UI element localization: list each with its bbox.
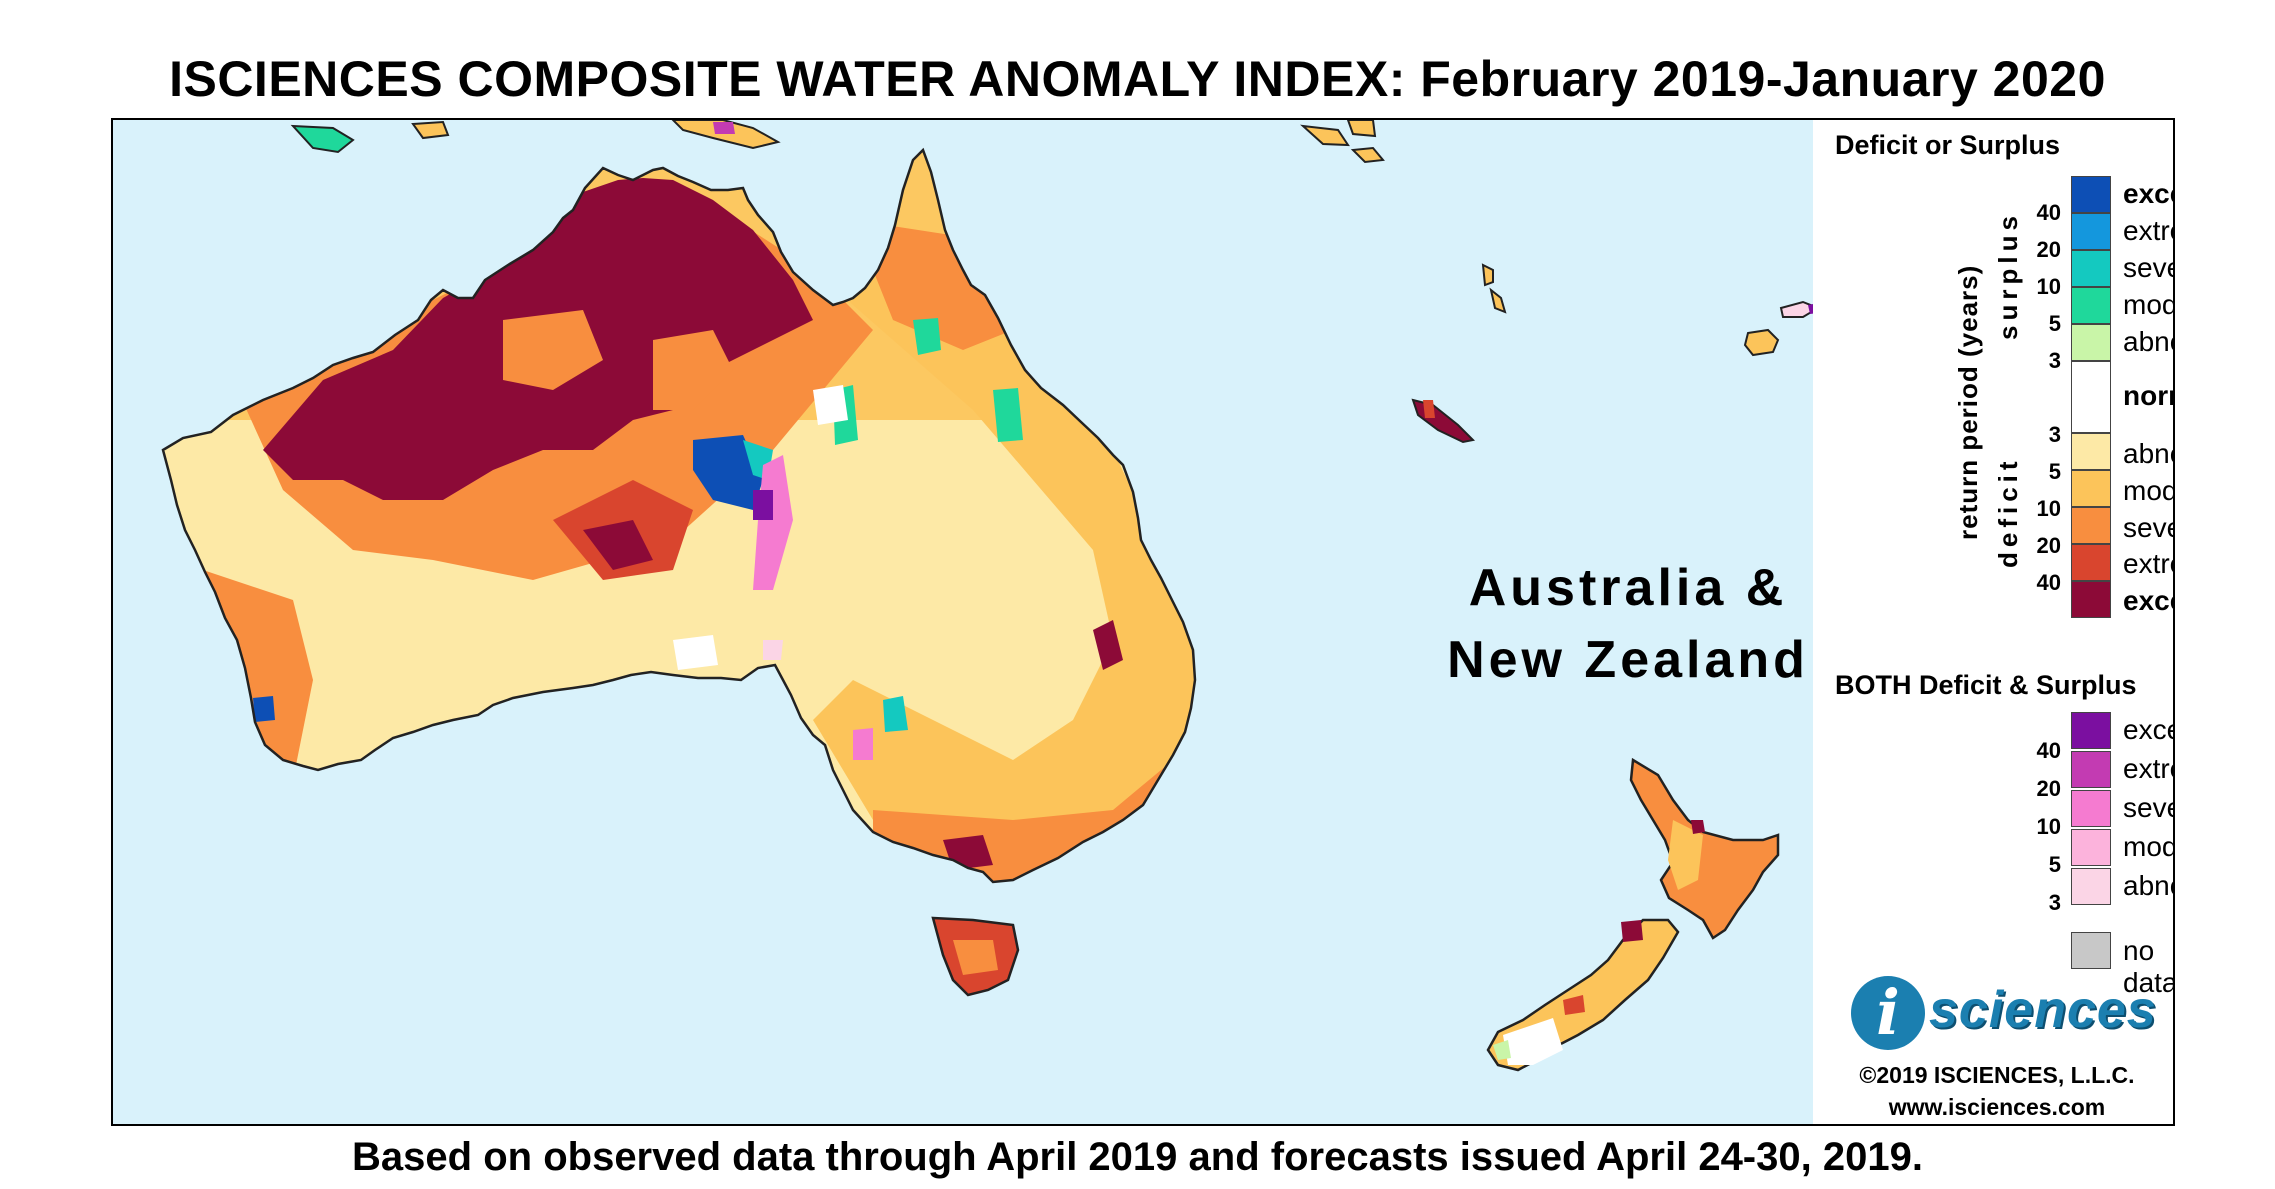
label-surplus-extreme: extreme xyxy=(2123,215,2173,246)
map-title: ISCIENCES COMPOSITE WATER ANOMALY INDEX:… xyxy=(169,51,2106,107)
legend-panel: Deficit or Surplus return period (years)… xyxy=(1813,120,2173,1124)
swatch-deficit-abnormal xyxy=(2071,433,2111,470)
new-guinea-coast xyxy=(290,124,355,154)
label-deficit-moderate: moderate xyxy=(2123,475,2173,506)
region-label-line1: Australia & xyxy=(1468,559,1788,617)
swatch-normal xyxy=(2071,361,2111,433)
swatch-surplus-abnormal xyxy=(2071,324,2111,361)
website-url: www.isciences.com xyxy=(1888,1094,2106,1120)
isciences-logo: i sciences xyxy=(1851,976,2171,1056)
label-surplus-moderate: moderate xyxy=(2123,289,2173,320)
swatch-surplus-exceptional xyxy=(2071,176,2111,213)
swatch-deficit-moderate xyxy=(2071,470,2111,507)
map-frame: Australia & New Zealand Deficit or Surpl… xyxy=(111,118,2175,1126)
copyright: ©2019 ISCIENCES, L.L.C. xyxy=(1859,1062,2135,1088)
label-surplus-abnormal: abnormal xyxy=(2123,326,2173,357)
map-footer: Based on observed data through April 201… xyxy=(352,1135,1923,1179)
swatch-surplus-extreme xyxy=(2071,213,2111,250)
label-deficit-exceptional: exceptional xyxy=(2123,585,2173,616)
tick-both-40: 40 xyxy=(2036,738,2061,763)
swatch-deficit-extreme xyxy=(2071,544,2111,581)
swatch-surplus-severe xyxy=(2071,250,2111,287)
tick-deficit-5: 5 xyxy=(2048,459,2061,484)
swatch-deficit-exceptional xyxy=(2071,581,2111,618)
tick-surplus-3: 3 xyxy=(2048,348,2061,373)
label-no-data: no data xyxy=(2123,935,2175,998)
tick-surplus-20: 20 xyxy=(2036,237,2061,262)
legend-surplus-label: surplus xyxy=(1993,211,2023,340)
legend-title-deficit-surplus: Deficit or Surplus xyxy=(1835,130,2061,160)
label-both-moderate: moderate xyxy=(2123,831,2173,862)
label-both-extreme: extreme xyxy=(2123,753,2173,784)
tick-both-10: 10 xyxy=(2036,814,2061,839)
label-surplus-exceptional: exceptional xyxy=(2123,178,2173,209)
tick-surplus-5: 5 xyxy=(2048,311,2061,336)
logo-wordmark: sciences xyxy=(1929,981,2157,1039)
tick-both-3: 3 xyxy=(2048,890,2061,915)
tick-both-5: 5 xyxy=(2048,852,2061,877)
tick-deficit-20: 20 xyxy=(2036,533,2061,558)
label-surplus-severe: severe xyxy=(2123,252,2173,283)
logo-mark: i xyxy=(1851,976,1925,1050)
swatch-both-exceptional xyxy=(2071,712,2111,749)
new-zealand-north-island xyxy=(1629,757,1780,940)
label-normal: normal xyxy=(2123,380,2173,411)
label-deficit-severe: severe xyxy=(2123,512,2173,543)
legend-title-both: BOTH Deficit & Surplus xyxy=(1835,670,2137,700)
swatch-surplus-moderate xyxy=(2071,287,2111,324)
swatch-both-moderate xyxy=(2071,829,2111,866)
label-deficit-abnormal: abnormal xyxy=(2123,438,2173,469)
vanuatu-island xyxy=(1481,263,1494,287)
tick-surplus-10: 10 xyxy=(2036,274,2061,299)
label-both-severe: severe xyxy=(2123,792,2173,823)
new-caledonia xyxy=(1411,398,1476,444)
swatch-no-data xyxy=(2071,932,2111,969)
tick-deficit-3: 3 xyxy=(2048,422,2061,447)
region-label: Australia & New Zealand xyxy=(1413,552,1843,696)
tick-deficit-10: 10 xyxy=(2036,496,2061,521)
legend-axis-label: return period (years) xyxy=(1953,264,1983,540)
label-both-abnormal: abnormal xyxy=(2123,870,2173,901)
swatch-both-abnormal xyxy=(2071,868,2111,905)
fiji-island xyxy=(1743,328,1780,357)
swatch-both-extreme xyxy=(2071,751,2111,788)
label-deficit-extreme: extreme xyxy=(2123,548,2173,579)
swatch-deficit-severe xyxy=(2071,507,2111,544)
swatch-both-severe xyxy=(2071,790,2111,827)
region-label-line2: New Zealand xyxy=(1447,631,1809,689)
tick-deficit-40: 40 xyxy=(2036,570,2061,595)
anomaly-map xyxy=(161,120,1813,1072)
legend-deficit-label: deficit xyxy=(1993,456,2023,568)
label-both-exceptional: exceptional xyxy=(2123,714,2173,745)
tick-both-20: 20 xyxy=(2036,776,2061,801)
tick-surplus-40: 40 xyxy=(2036,200,2061,225)
